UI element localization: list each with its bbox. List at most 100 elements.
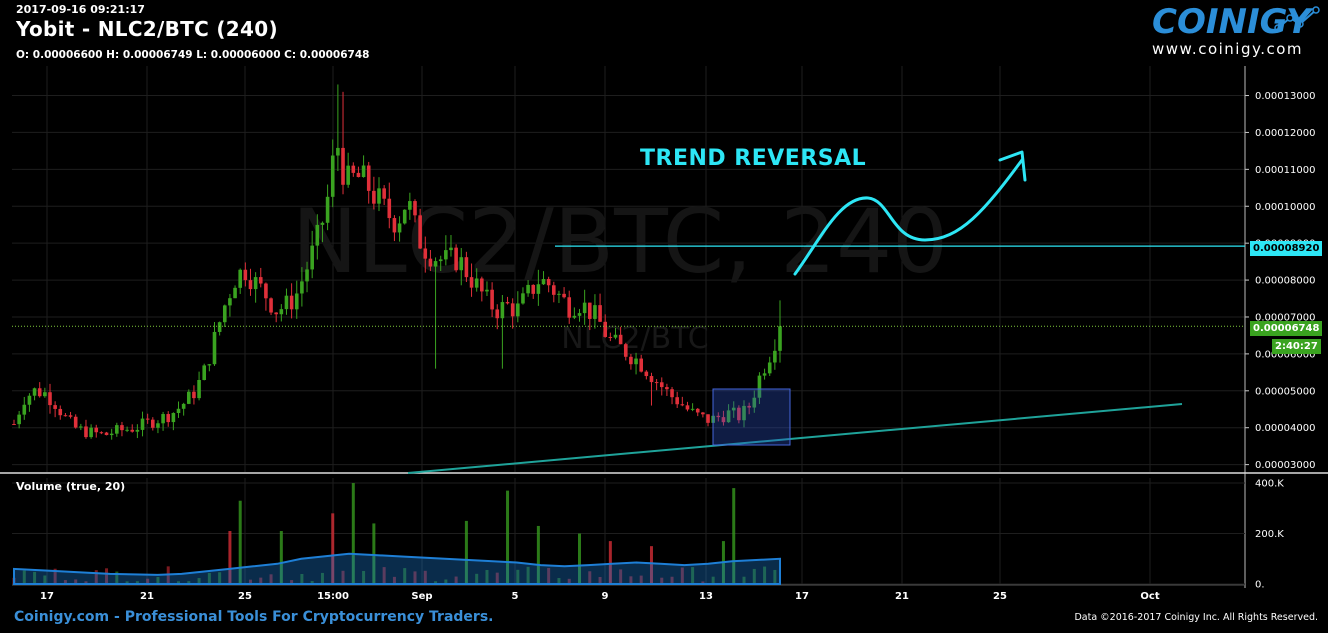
candle-body [289, 295, 294, 310]
volume-bar [310, 581, 314, 584]
candle-body [510, 303, 515, 317]
candle-body [562, 293, 566, 298]
candle-body [557, 293, 561, 295]
volume-bar [300, 573, 304, 584]
candle-body [279, 309, 284, 315]
ohlc-readout: O: 0.00006600 H: 0.00006749 L: 0.0000600… [16, 49, 370, 61]
volume-bar [547, 567, 551, 584]
price-tick-label: 0.00012000 [1255, 128, 1315, 139]
candle-body [778, 326, 782, 351]
candle-body [294, 293, 299, 310]
candle-body [356, 172, 361, 178]
volume-bar [320, 572, 324, 584]
candle-body [176, 408, 181, 414]
candle-body [747, 405, 751, 408]
candle-body [639, 358, 643, 372]
volume-bar [495, 572, 499, 584]
volume-bar [74, 579, 78, 584]
volume-bar [763, 566, 767, 584]
candle-body [634, 358, 638, 365]
candle-body [151, 419, 155, 428]
candle-body [495, 309, 500, 319]
candle-body [757, 375, 762, 398]
candle-body [690, 408, 695, 410]
candle-body [593, 305, 597, 319]
candle-body [351, 165, 356, 173]
coinigy-logo[interactable]: COINIGY [1152, 2, 1311, 42]
candle-body [243, 269, 248, 281]
candle-body [731, 407, 736, 411]
footer-tagline[interactable]: Coinigy.com - Professional Tools For Cry… [14, 609, 494, 625]
candle-body [27, 395, 32, 405]
candle-body [197, 379, 201, 399]
candle-body [680, 404, 685, 406]
volume-tick-label: 400.K [1255, 479, 1284, 490]
x-tick-label: 13 [699, 591, 713, 602]
candle-body [531, 284, 536, 294]
candle-body [330, 155, 335, 197]
candle-body [192, 391, 196, 399]
watermark-subtitle: NLC2/BTC [561, 321, 708, 356]
candle-body [212, 331, 217, 365]
volume-tick-label: 0. [1255, 580, 1265, 591]
candle-body [161, 414, 165, 424]
volume-bar [197, 578, 201, 584]
x-tick-label: 21 [895, 591, 909, 602]
volume-bar [413, 571, 417, 584]
candle-body [233, 287, 237, 299]
candle-body [444, 250, 448, 260]
candle-body [659, 382, 664, 388]
candle-body [79, 426, 83, 428]
volume-bar [526, 566, 530, 584]
volume-bar [639, 575, 643, 584]
candle-body [428, 258, 433, 267]
candle-body [685, 405, 690, 410]
volume-bar [105, 568, 109, 584]
candle-body [737, 407, 741, 421]
candle-body [99, 432, 104, 434]
candle-body [413, 201, 417, 216]
volume-bar [115, 571, 119, 584]
volume-bar [228, 531, 232, 584]
volume-bar [331, 513, 335, 584]
volume-tick-label: 200.K [1255, 529, 1284, 540]
candle-body [217, 322, 222, 332]
price-tick-label: 0.00005000 [1255, 386, 1315, 397]
x-tick-label: 21 [140, 591, 154, 602]
brand-url[interactable]: www.coinigy.com [1152, 40, 1304, 58]
candle-body [629, 356, 633, 365]
volume-bar [259, 577, 263, 584]
price-tick-label: 0.00008000 [1255, 276, 1315, 287]
logo-chart-dot [1274, 24, 1282, 32]
trend-reversal-arrow-path[interactable] [793, 158, 1024, 276]
support-trendline[interactable] [407, 403, 1183, 474]
candle-body [310, 245, 314, 270]
candle-body [675, 397, 679, 405]
volume-bar [22, 570, 26, 584]
logo-chart-dot [1296, 20, 1304, 28]
volume-bar [773, 569, 777, 584]
volume-bar [362, 570, 366, 584]
candle-body [135, 429, 140, 432]
watermark-symbol: NLC2/BTC, 240 [292, 190, 948, 293]
volume-bar [660, 577, 664, 584]
accumulation-box[interactable] [712, 388, 791, 446]
candle-body [53, 405, 57, 409]
candle-body [258, 277, 263, 284]
candle-body [12, 424, 16, 426]
candle-body [454, 247, 458, 271]
candle-body [130, 429, 135, 432]
candle-body [670, 389, 674, 398]
volume-bar [588, 571, 592, 584]
candle-body [551, 285, 556, 295]
candle-body [433, 261, 438, 267]
candle-body [382, 188, 386, 199]
x-tick-label: 15:00 [317, 591, 349, 602]
candle-body [94, 427, 99, 433]
volume-bar [53, 568, 57, 584]
volume-bar [619, 569, 623, 584]
candle-body [84, 426, 88, 438]
candle-body [222, 305, 227, 323]
volume-bar [516, 569, 520, 584]
